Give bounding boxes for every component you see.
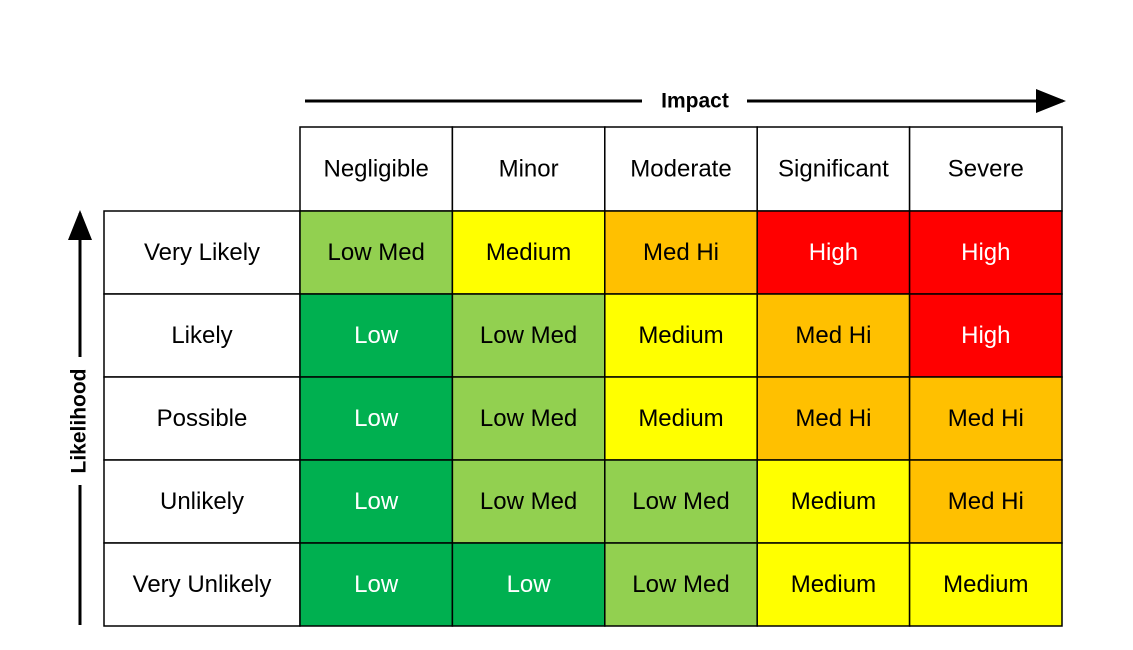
risk-level: Low Med	[480, 322, 577, 349]
risk-level: Med Hi	[643, 239, 719, 266]
row-header-cell	[103, 542, 301, 627]
column-header-cell	[299, 126, 454, 212]
row-header: Unlikely	[160, 488, 244, 515]
risk-level: Low	[354, 405, 399, 432]
risk-level: Low	[507, 571, 552, 598]
risk-cell	[908, 293, 1063, 378]
column-header: Minor	[499, 155, 559, 182]
risk-level: Med Hi	[795, 322, 871, 349]
row-header: Very Likely	[144, 239, 260, 266]
column-header: Moderate	[630, 155, 731, 182]
risk-cell	[908, 542, 1063, 627]
risk-level: Med Hi	[948, 405, 1024, 432]
row-header-cell	[103, 210, 301, 295]
risk-level: Low Med	[480, 488, 577, 515]
risk-level: Low Med	[328, 239, 425, 266]
x-axis-label: Impact	[661, 90, 729, 113]
risk-level: Med Hi	[795, 405, 871, 432]
row-header-cell	[103, 293, 301, 378]
risk-level: Medium	[943, 571, 1028, 598]
risk-level: Low Med	[632, 571, 729, 598]
risk-cell	[299, 459, 454, 544]
risk-cell	[908, 376, 1063, 461]
row-header: Very Unlikely	[133, 571, 272, 598]
risk-cell	[604, 210, 758, 295]
risk-level: Medium	[638, 322, 723, 349]
risk-cell	[908, 459, 1063, 544]
risk-cell	[604, 459, 758, 544]
matrix-grid: Negligible Minor Moderate Significant Severe…	[103, 126, 1063, 627]
risk-level: Medium	[638, 405, 723, 432]
column-header: Negligible	[323, 155, 428, 182]
row-header-cell	[103, 459, 301, 544]
risk-cell	[451, 459, 606, 544]
risk-cell	[756, 459, 911, 544]
risk-level: Low	[354, 488, 399, 515]
row-header: Possible	[157, 405, 248, 432]
risk-cell	[451, 542, 606, 627]
risk-cell	[451, 376, 606, 461]
y-axis-label: Likelihood	[68, 369, 91, 474]
column-header: Significant	[778, 155, 889, 182]
risk-level: High	[809, 239, 858, 266]
risk-cell	[756, 376, 911, 461]
risk-level: Medium	[791, 571, 876, 598]
risk-level: Low	[354, 571, 399, 598]
risk-level: High	[961, 239, 1010, 266]
column-header-cell	[604, 126, 758, 212]
column-header: Severe	[948, 155, 1024, 182]
risk-cell	[299, 542, 454, 627]
risk-level: Medium	[791, 488, 876, 515]
risk-cell	[908, 210, 1063, 295]
risk-level: Low Med	[480, 405, 577, 432]
risk-level: High	[961, 322, 1010, 349]
risk-cell	[451, 293, 606, 378]
row-header-cell	[103, 376, 301, 461]
risk-cell	[299, 376, 454, 461]
column-header-cell	[756, 126, 911, 212]
column-header-cell	[908, 126, 1063, 212]
risk-cell	[756, 210, 911, 295]
risk-level: Med Hi	[948, 488, 1024, 515]
row-header: Likely	[171, 322, 232, 349]
risk-level: Low	[354, 322, 399, 349]
risk-level: Medium	[486, 239, 571, 266]
risk-cell	[756, 542, 911, 627]
risk-level: Low Med	[632, 488, 729, 515]
